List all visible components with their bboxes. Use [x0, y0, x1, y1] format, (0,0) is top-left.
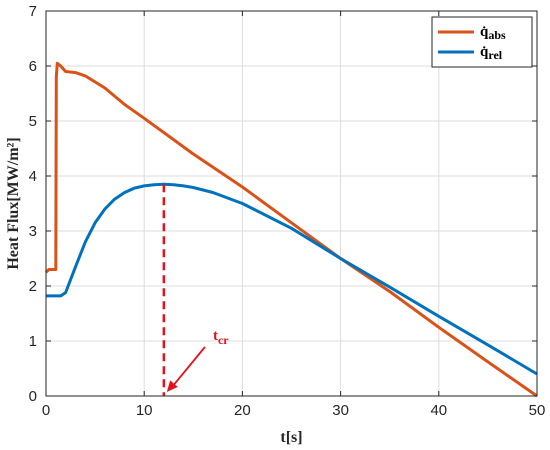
critical-time-arrow: [172, 346, 206, 387]
legend: q̇abs q̇rel: [431, 16, 533, 68]
critical-time-arrowhead: [166, 380, 178, 392]
x-tick-label: 0: [42, 402, 50, 419]
x-axis-label: t[s]: [280, 429, 302, 446]
legend-box: [431, 16, 533, 68]
series-line-rel: [46, 182, 538, 376]
series-line-abs: [44, 61, 538, 398]
y-tick-label: 6: [29, 58, 37, 75]
x-tick-label: 10: [136, 402, 153, 419]
y-tick-label: 4: [29, 168, 37, 185]
critical-time-annotation: tcr: [162, 184, 229, 396]
y-tick-label: 5: [29, 113, 37, 130]
y-tick-label: 0: [29, 388, 37, 405]
grid-lines: [45, 10, 538, 397]
x-tick-label: 50: [529, 402, 546, 419]
y-tick-label: 7: [29, 3, 37, 20]
x-tick-label: 40: [430, 402, 447, 419]
y-tick-label: 2: [29, 278, 37, 295]
x-tick-label: 30: [332, 402, 349, 419]
legend-label-rel: q̇rel: [480, 44, 503, 62]
y-tick-label: 1: [29, 333, 37, 350]
plot-frame: [45, 10, 538, 397]
critical-time-label: tcr: [213, 328, 229, 347]
y-tick-label: 3: [29, 223, 37, 240]
axis-ticks: 0 10 20 30 40 50 0 1 2 3 4 5 6 7: [29, 3, 546, 419]
x-tick-label: 20: [234, 402, 251, 419]
legend-label-abs: q̇abs: [480, 24, 506, 42]
y-axis-label: Heat Flux[MW/m²]: [5, 137, 22, 269]
series-layer: [44, 61, 538, 398]
